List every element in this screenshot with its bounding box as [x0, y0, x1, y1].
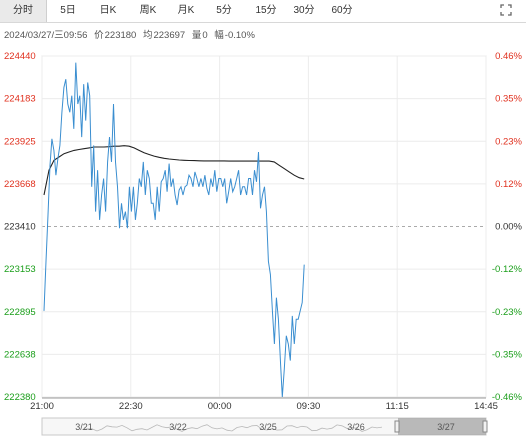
navigator-date-label[interactable]: 3/25 — [259, 422, 277, 432]
percent-axis: 0.46% 0.35% 0.23% 0.12% 0.00% -0.12% -0.23% -0.… — [492, 51, 523, 403]
time-tick-label: 00:00 — [208, 401, 232, 412]
avg-price-line — [43, 145, 305, 196]
percent-tick-label: 0.00% — [495, 222, 522, 233]
tab-intraday[interactable]: 分时 — [0, 0, 47, 22]
navigator-date-label[interactable]: 3/21 — [75, 422, 93, 432]
navigator-date-label[interactable]: 3/26 — [347, 422, 365, 432]
chart-grid — [41, 55, 487, 398]
tab-30min[interactable]: 30分 — [293, 5, 315, 16]
percent-tick-label: -0.35% — [492, 349, 523, 360]
percent-tick-label: 0.12% — [495, 179, 522, 190]
price-tick-label: 222895 — [4, 307, 36, 318]
percent-tick-label: -0.23% — [492, 307, 523, 318]
quote-datetime: 2024/03/27/三09:56 — [4, 30, 88, 41]
fullscreen-icon[interactable] — [500, 4, 512, 16]
navigator-handle-left[interactable] — [394, 420, 400, 433]
price-value: 223180 — [104, 30, 137, 41]
price-tick-label: 224183 — [4, 94, 36, 105]
navigator-handle-right[interactable] — [482, 420, 488, 433]
change-label: 幅 — [214, 30, 224, 41]
tab-60min[interactable]: 60分 — [331, 5, 353, 16]
tab-daily-k[interactable]: 日K — [99, 5, 117, 16]
tab-15min[interactable]: 15分 — [255, 5, 277, 16]
navigator-date-label[interactable]: 3/27 — [437, 422, 455, 432]
price-tick-label: 222380 — [4, 392, 36, 403]
time-tick-label: 11:15 — [386, 401, 409, 412]
price-tick-label: 223925 — [4, 136, 36, 147]
percent-tick-label: 0.46% — [495, 51, 522, 62]
price-tick-label: 224440 — [4, 51, 36, 62]
price-axis: 224440 224183 223925 223668 223410 223153 2228… — [4, 51, 36, 403]
time-axis: 21:00 22:30 00:00 09:30 11:15 14:45 — [30, 397, 498, 412]
time-tick-label: 09:30 — [297, 401, 321, 412]
percent-tick-label: -0.12% — [492, 264, 523, 275]
volume-label: 量 — [191, 30, 202, 41]
navigator-date-label[interactable]: 3/22 — [169, 422, 187, 432]
avg-value: 223697 — [153, 30, 186, 41]
price-tick-label: 223410 — [4, 222, 36, 233]
time-tick-label: 22:30 — [119, 401, 143, 412]
percent-tick-label: -0.46% — [492, 392, 523, 403]
price-line — [43, 62, 305, 398]
percent-tick-label: 0.23% — [495, 136, 522, 147]
tab-5day[interactable]: 5日 — [60, 5, 76, 16]
range-navigator[interactable]: 3/21 3/22 3/25 3/26 3/27 — [41, 417, 488, 436]
avg-label: 均 — [142, 30, 153, 41]
price-label: 价 — [94, 30, 104, 41]
tab-weekly-k[interactable]: 周K — [139, 5, 157, 16]
tab-monthly-k[interactable]: 月K — [177, 5, 195, 16]
navigator-overview-line[interactable] — [81, 424, 383, 432]
time-tick-label: 14:45 — [474, 401, 498, 412]
navigator-selected-range[interactable] — [398, 418, 486, 435]
price-tick-label: 223668 — [4, 179, 36, 190]
time-tick-label: 21:00 — [30, 401, 54, 412]
percent-tick-label: 0.35% — [495, 94, 522, 105]
period-tabs: 分时 5日 日K 周K 月K 5分 15分 30分 60分 — [0, 0, 526, 23]
price-tick-label: 222638 — [4, 349, 36, 360]
price-tick-label: 223153 — [4, 264, 36, 275]
tab-5min[interactable]: 5分 — [216, 5, 232, 16]
change-value: -0.10% — [224, 30, 255, 41]
quote-info-bar: 2024/03/27/三09:56 价223180 均223697 量0 幅-0… — [4, 27, 259, 41]
volume-value: 0 — [202, 30, 208, 41]
